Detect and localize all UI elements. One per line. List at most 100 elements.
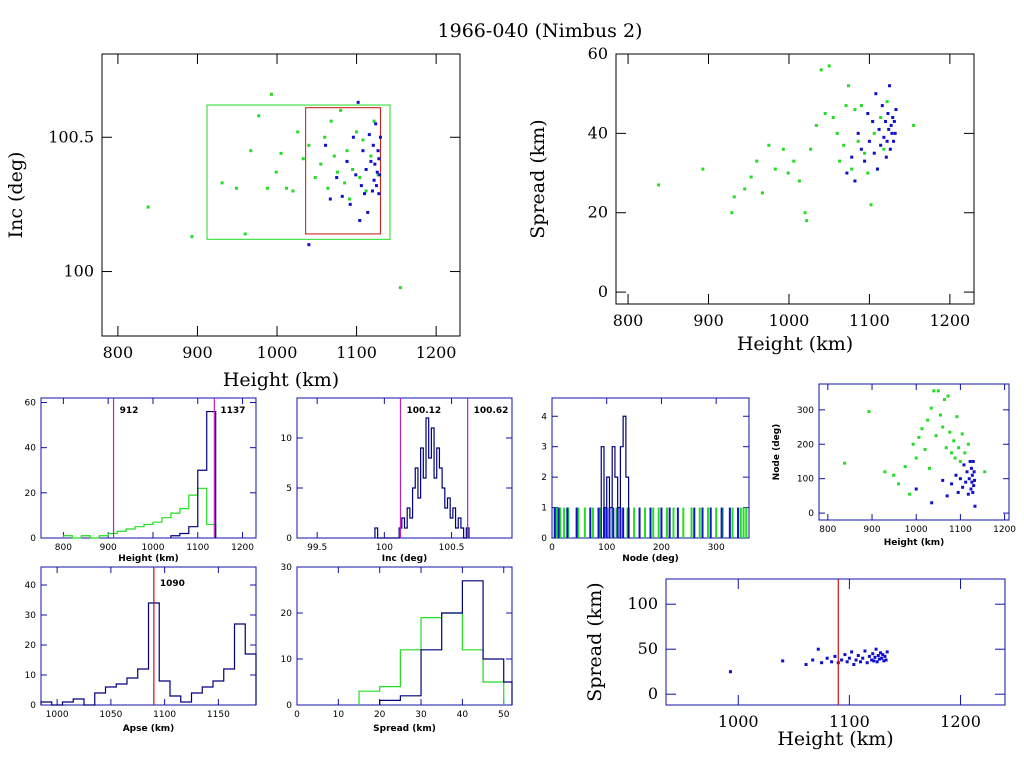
data-point <box>364 167 368 171</box>
y-tick-label: 100 <box>797 475 814 485</box>
data-point <box>355 130 359 134</box>
data-point <box>835 131 839 135</box>
data-point <box>825 656 829 660</box>
data-point <box>891 115 895 119</box>
data-point <box>966 442 970 446</box>
data-point <box>967 477 971 481</box>
x-tick-label: 50 <box>498 710 510 720</box>
x-tick-label: 40 <box>457 710 469 720</box>
data-point <box>307 143 311 147</box>
data-point <box>944 446 948 450</box>
data-point <box>962 463 966 467</box>
data-point <box>883 470 887 474</box>
data-point <box>743 187 747 191</box>
data-point <box>850 167 854 171</box>
data-point <box>893 131 897 135</box>
data-point <box>370 189 374 193</box>
data-point <box>869 203 873 207</box>
data-point <box>781 659 785 663</box>
data-point <box>973 478 977 482</box>
data-point <box>879 651 883 655</box>
data-point <box>367 133 371 137</box>
data-point <box>969 487 973 491</box>
x-tick-label: 100 <box>598 543 615 553</box>
x-tick-label: 1000 <box>257 343 298 362</box>
data-point <box>969 466 973 470</box>
y-tick-label: 2 <box>541 473 547 483</box>
data-point <box>965 470 969 474</box>
data-point <box>732 195 736 199</box>
data-point <box>249 149 253 153</box>
data-point <box>819 68 823 72</box>
data-point <box>351 167 355 171</box>
y-tick-label: 0 <box>30 534 36 544</box>
y-tick-label: 1 <box>541 504 547 514</box>
y-tick-label: 10 <box>25 671 37 681</box>
data-point <box>885 139 889 143</box>
data-point <box>804 663 808 666</box>
data-point <box>942 397 946 401</box>
data-point <box>773 167 777 171</box>
data-point <box>814 123 818 127</box>
x-axis-label: Apse (km) <box>123 724 175 734</box>
data-point <box>885 650 889 654</box>
data-point <box>369 159 373 163</box>
data-point <box>966 492 970 496</box>
data-point <box>970 480 974 484</box>
data-point <box>881 653 885 657</box>
y-tick-label: 20 <box>281 609 293 619</box>
plot-frame <box>40 566 257 706</box>
plot-frame <box>818 383 1010 521</box>
x-tick-label: 1000 <box>769 311 810 330</box>
data-point <box>863 151 867 155</box>
data-point <box>932 389 936 393</box>
x-tick-label: 1200 <box>930 311 971 330</box>
x-tick-label: 800 <box>613 311 644 330</box>
data-point <box>374 122 378 126</box>
selection-box <box>206 104 391 240</box>
data-point <box>866 171 870 175</box>
y-tick-label: 200 <box>797 440 814 450</box>
data-point <box>877 657 881 661</box>
data-point <box>852 663 856 666</box>
reference-line-label: 100.62 <box>474 406 509 416</box>
data-point <box>870 658 874 662</box>
x-tick-label: 1050 <box>99 710 122 720</box>
data-point <box>956 490 960 494</box>
data-point <box>372 178 376 182</box>
x-axis-label: Inc (deg) <box>382 554 427 564</box>
data-point <box>875 660 879 664</box>
x-tick-label: 900 <box>100 543 117 553</box>
data-point <box>760 191 764 195</box>
x-tick-label: 1200 <box>416 343 457 362</box>
data-point <box>914 487 918 491</box>
data-point <box>844 104 848 108</box>
x-tick-label: 1200 <box>940 712 981 731</box>
data-point <box>823 112 827 116</box>
histogram-step <box>379 580 513 705</box>
data-point <box>930 501 934 505</box>
x-axis-label: Height (km) <box>223 369 339 391</box>
data-point <box>950 482 954 486</box>
histogram-step <box>600 415 630 538</box>
data-point <box>843 461 847 465</box>
data-point <box>914 456 918 460</box>
data-point <box>345 149 349 153</box>
data-point <box>347 197 351 201</box>
data-point <box>871 119 875 123</box>
data-point <box>861 656 865 660</box>
plot-frame <box>296 566 513 706</box>
data-point <box>880 104 884 108</box>
data-point <box>372 119 376 123</box>
data-point <box>892 139 896 143</box>
data-point <box>887 127 891 131</box>
data-point <box>845 660 849 664</box>
data-point <box>296 130 300 134</box>
x-tick-label: 100.5 <box>439 543 465 553</box>
figure-title: 1966-040 (Nimbus 2) <box>438 20 643 42</box>
x-tick-label: 800 <box>55 543 72 553</box>
data-point <box>323 135 327 139</box>
data-point <box>285 186 289 190</box>
data-point <box>375 170 379 174</box>
y-tick-label: 0 <box>648 684 658 703</box>
